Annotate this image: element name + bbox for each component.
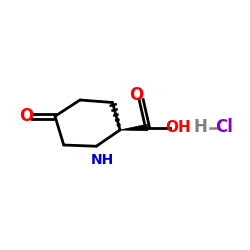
Text: O: O bbox=[130, 86, 144, 104]
Text: O: O bbox=[20, 107, 34, 125]
Polygon shape bbox=[120, 124, 148, 131]
Text: Cl: Cl bbox=[215, 118, 233, 136]
Text: H: H bbox=[193, 118, 207, 136]
Text: OH: OH bbox=[165, 120, 191, 135]
Text: NH: NH bbox=[91, 153, 114, 167]
